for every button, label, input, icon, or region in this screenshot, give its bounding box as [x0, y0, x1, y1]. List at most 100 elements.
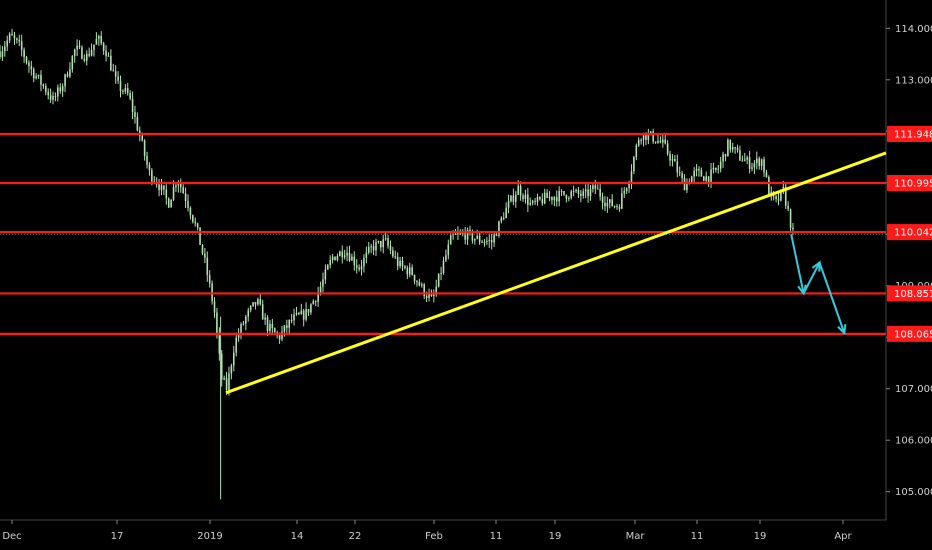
candle-body: [98, 36, 100, 39]
candle-body: [90, 49, 93, 56]
candle-body: [722, 154, 724, 162]
candle-body: [702, 176, 705, 181]
candle-body: [657, 140, 659, 143]
candle-body: [430, 294, 433, 296]
candle-body: [420, 284, 423, 286]
candle-body: [423, 284, 426, 296]
horizontal-levels: [0, 132, 886, 335]
candle-body: [319, 286, 322, 293]
support-trendline[interactable]: [225, 151, 887, 395]
candle-body: [572, 191, 575, 193]
candle-body: [182, 187, 184, 194]
candle-body: [380, 240, 382, 248]
candle-body: [331, 256, 334, 261]
candle-body: [389, 245, 392, 251]
candle-body: [71, 56, 74, 70]
candle-body: [664, 139, 667, 144]
candle-body: [768, 176, 770, 196]
candle-body: [377, 240, 380, 243]
candle-body: [442, 260, 445, 274]
candle-body: [341, 251, 344, 258]
candle-body: [78, 45, 81, 48]
price-tick-label: 105.000: [895, 487, 932, 498]
candle-body: [300, 310, 303, 315]
candle-body: [640, 139, 642, 141]
candle-body: [199, 227, 201, 245]
candle-body: [642, 132, 645, 140]
candle-body: [35, 76, 37, 79]
candle-body: [437, 273, 440, 287]
candle-body: [6, 40, 9, 47]
candle-body: [298, 313, 300, 315]
candle-body: [763, 159, 765, 173]
candle-body: [322, 279, 324, 287]
projection-segment-1: [790, 234, 805, 294]
candle-body: [698, 168, 700, 171]
candle-body: [466, 229, 469, 240]
candle-body: [206, 257, 209, 275]
trendline-layer: [225, 151, 887, 395]
candle-body: [478, 235, 481, 242]
candle-body: [76, 45, 78, 50]
candle-body: [524, 194, 527, 199]
candle-body: [543, 192, 546, 204]
candle-body: [232, 352, 235, 366]
candle-body: [519, 185, 522, 196]
candle-body: [69, 69, 71, 77]
time-axis[interactable]: Dec 17 2019 14 22 Feb 11 19 Mar 11 19 Apr: [2, 520, 853, 542]
candle-body: [555, 197, 558, 202]
candle-body: [707, 176, 710, 183]
candle-body: [382, 239, 385, 248]
candle-body: [743, 159, 746, 162]
candle-body: [705, 176, 708, 181]
candle-body: [293, 314, 295, 321]
candle-body: [8, 33, 11, 41]
candle-body: [471, 231, 474, 241]
candle-body: [286, 325, 288, 328]
candle-body: [662, 139, 664, 143]
candle-body: [539, 197, 541, 200]
candle-body: [623, 191, 626, 194]
candle-body: [729, 139, 732, 150]
candle-body: [165, 189, 168, 199]
candle-body: [710, 169, 712, 183]
candle-body: [334, 256, 336, 261]
candle-body: [73, 49, 76, 57]
candle-body: [351, 256, 353, 261]
candle-body: [428, 294, 430, 298]
candle-body: [474, 238, 476, 241]
price-axis[interactable]: 105.000106.000107.000108.000109.000110.0…: [886, 24, 932, 498]
candle-body: [259, 298, 262, 305]
candle-body: [695, 168, 698, 171]
candle-body: [192, 215, 194, 222]
projection-segment-3: [818, 262, 846, 334]
candle-body: [563, 191, 565, 195]
candle-body: [712, 167, 715, 170]
candle-body: [633, 157, 635, 172]
candle-body: [61, 86, 64, 92]
projection-arrowhead-3: [837, 324, 847, 336]
candle-body: [534, 200, 536, 202]
candle-body: [240, 324, 242, 335]
candle-body: [360, 266, 363, 270]
price-tick-label: 106.000: [895, 436, 932, 447]
candle-body: [748, 157, 751, 169]
candle-body: [637, 140, 640, 146]
candle-body: [553, 197, 556, 201]
time-tick-label: Apr: [834, 531, 852, 542]
candle-body: [81, 47, 83, 59]
projection-segment-2: [802, 262, 821, 294]
candle-body: [469, 229, 471, 232]
candle-body: [498, 221, 500, 236]
candle-body: [47, 92, 50, 96]
candle-body: [514, 194, 517, 202]
candle-body: [495, 234, 498, 236]
candle-body: [527, 194, 529, 205]
candle-body: [208, 274, 211, 284]
candle-body: [440, 273, 442, 275]
candle-body: [592, 185, 594, 190]
candle-body: [594, 185, 597, 189]
candle-body: [700, 170, 703, 177]
candle-body: [392, 250, 394, 257]
